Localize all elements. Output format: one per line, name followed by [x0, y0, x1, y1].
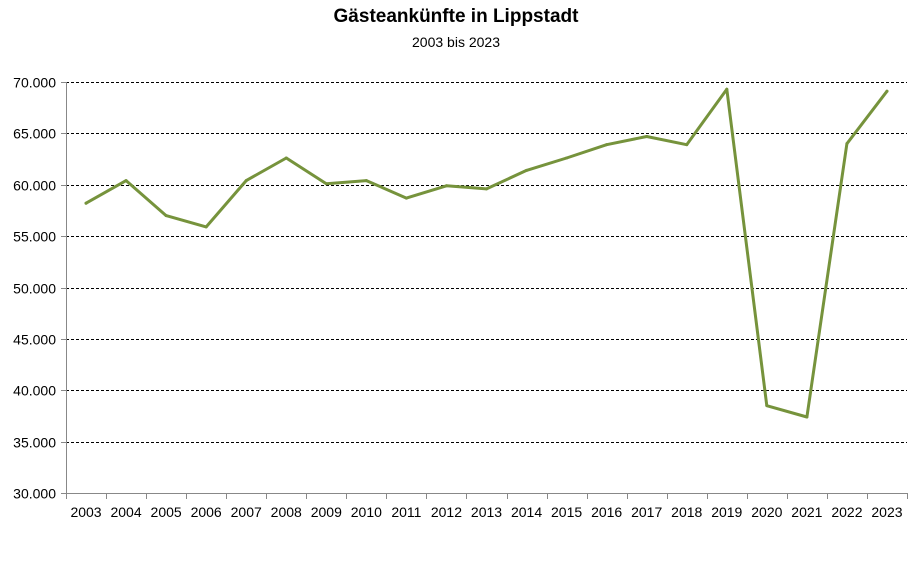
x-tick-label: 2006: [191, 504, 222, 520]
data-point: [404, 196, 408, 200]
data-point: [525, 168, 529, 172]
y-tick-label: 30.000: [13, 486, 56, 502]
data-point: [284, 156, 288, 160]
axes: [61, 82, 908, 499]
data-point: [444, 184, 448, 188]
series-layer: [84, 87, 889, 419]
x-tick-label: 2013: [471, 504, 502, 520]
x-tick-label: 2023: [871, 504, 902, 520]
x-tick-label: 2016: [591, 504, 622, 520]
x-tick-label: 2014: [511, 504, 542, 520]
chart-title: Gästeankünfte in Lippstadt: [333, 6, 579, 27]
data-point: [124, 179, 128, 183]
data-point: [485, 187, 488, 191]
x-tick-label: 2021: [791, 504, 822, 520]
data-point: [605, 143, 609, 147]
x-tick-label: 2008: [271, 504, 302, 520]
y-tick-label: 60.000: [13, 178, 56, 194]
y-tick-label: 35.000: [13, 435, 56, 451]
data-point: [725, 87, 729, 91]
data-point: [645, 134, 649, 138]
x-tick-label: 2005: [151, 504, 182, 520]
x-tick-label: 2015: [551, 504, 582, 520]
y-tick-label: 55.000: [13, 229, 56, 245]
y-tick-label: 45.000: [13, 332, 56, 348]
chart-subtitle: 2003 bis 2023: [412, 34, 500, 50]
data-point: [805, 415, 809, 419]
data-point: [324, 182, 328, 186]
data-point: [364, 179, 368, 183]
x-tick-label: 2004: [110, 504, 141, 520]
y-tick-label: 65.000: [13, 126, 56, 142]
data-point: [565, 156, 569, 160]
x-tick-label: 2009: [311, 504, 342, 520]
x-tick-label: 2022: [831, 504, 862, 520]
x-tick-label: 2017: [631, 504, 662, 520]
y-axis-tick-labels: 30.000 35.000 40.000 45.000 50.000 55.000 60.0…: [13, 75, 56, 502]
y-tick-label: 70.000: [13, 75, 56, 91]
data-point: [204, 225, 208, 229]
x-axis-tick-labels: 2003 2004 2005 2006 2007 2008 2009 2010 2011 2012…: [70, 504, 902, 520]
y-tick-label: 40.000: [13, 383, 56, 399]
data-point: [765, 404, 769, 408]
x-tick-label: 2018: [671, 504, 702, 520]
x-tick-label: 2011: [391, 504, 421, 520]
x-tick-label: 2003: [70, 504, 101, 520]
data-point: [164, 214, 168, 218]
data-point: [685, 143, 689, 147]
data-point: [84, 201, 88, 205]
series-line: [84, 87, 889, 419]
data-point: [885, 89, 889, 93]
data-point: [845, 142, 849, 146]
data-point: [244, 179, 248, 183]
x-tick-label: 2007: [231, 504, 262, 520]
y-tick-label: 50.000: [13, 281, 56, 297]
x-tick-label: 2010: [351, 504, 382, 520]
x-tick-label: 2012: [431, 504, 462, 520]
x-tick-label: 2019: [711, 504, 742, 520]
gridlines: [66, 82, 907, 443]
x-tick-label: 2020: [751, 504, 782, 520]
